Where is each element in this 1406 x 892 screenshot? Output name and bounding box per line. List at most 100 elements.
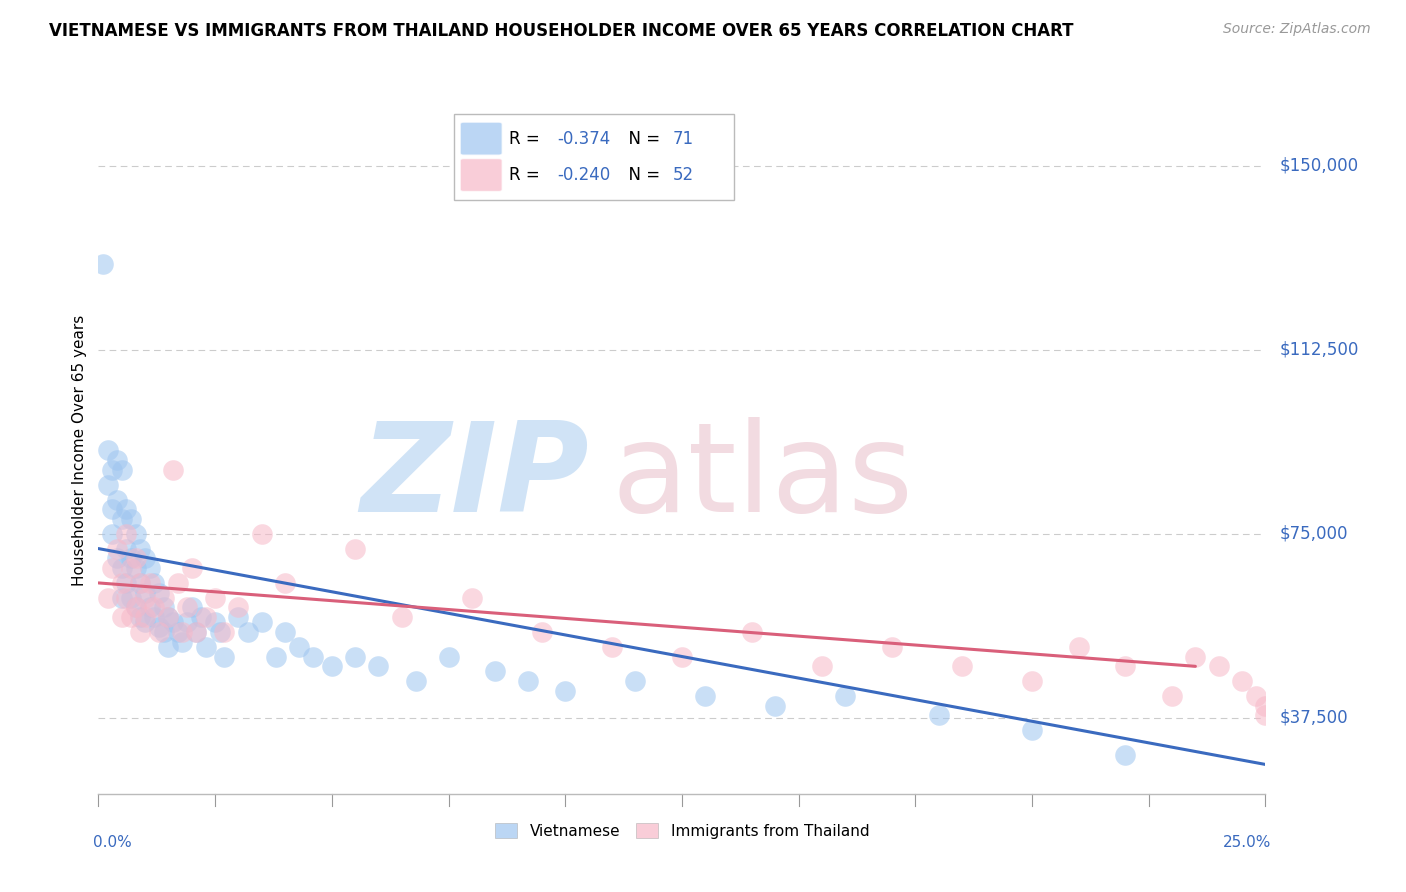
Point [204, 615, 226, 630]
Point [671, 649, 693, 664]
Point [134, 586, 156, 600]
Point [880, 640, 903, 654]
Text: atlas: atlas [612, 417, 914, 539]
Point [288, 640, 311, 654]
FancyBboxPatch shape [460, 122, 502, 155]
Text: R =: R = [509, 129, 546, 148]
Point [129, 541, 152, 556]
Point [208, 624, 231, 639]
Point [97, 443, 120, 458]
Point [120, 512, 142, 526]
Point [111, 576, 134, 591]
Point [274, 576, 297, 591]
Text: 0.0%: 0.0% [93, 835, 131, 850]
Point [250, 615, 273, 630]
Point [129, 576, 152, 591]
Point [134, 615, 156, 630]
Point [264, 649, 287, 664]
Point [115, 502, 138, 516]
Point [186, 624, 208, 639]
Point [148, 624, 170, 639]
Text: N =: N = [617, 166, 665, 184]
Point [157, 610, 180, 624]
Point [186, 624, 208, 639]
Point [105, 492, 128, 507]
Point [1067, 640, 1090, 654]
Point [139, 576, 162, 591]
Point [129, 576, 152, 591]
Point [176, 600, 198, 615]
Point [148, 586, 170, 600]
Point [91, 257, 114, 271]
Point [125, 600, 148, 615]
Point [101, 463, 124, 477]
Text: ZIP: ZIP [360, 417, 589, 539]
Point [125, 526, 148, 541]
Text: 25.0%: 25.0% [1223, 835, 1271, 850]
Point [125, 600, 148, 615]
Point [928, 708, 950, 723]
Point [624, 674, 647, 689]
Point [166, 576, 188, 591]
Point [120, 610, 142, 624]
Y-axis label: Householder Income Over 65 years: Householder Income Over 65 years [72, 315, 87, 586]
Point [405, 674, 427, 689]
Point [204, 591, 226, 605]
Point [115, 541, 138, 556]
Point [134, 551, 156, 566]
Point [143, 576, 166, 591]
Point [391, 610, 413, 624]
Point [600, 640, 623, 654]
Point [194, 640, 217, 654]
Point [105, 551, 128, 566]
Point [530, 624, 553, 639]
Point [190, 610, 212, 624]
Text: R =: R = [509, 166, 546, 184]
Point [1208, 659, 1230, 673]
Text: N =: N = [617, 129, 665, 148]
Point [172, 635, 194, 649]
Point [228, 610, 250, 624]
Point [741, 624, 763, 639]
Point [1254, 708, 1277, 723]
Point [115, 526, 138, 541]
Point [516, 674, 538, 689]
Point [344, 541, 367, 556]
Point [134, 610, 156, 624]
Point [180, 600, 202, 615]
Point [111, 610, 134, 624]
Point [228, 600, 250, 615]
Point [484, 664, 506, 679]
Point [344, 649, 367, 664]
Point [101, 502, 124, 516]
Point [321, 659, 343, 673]
Point [302, 649, 325, 664]
Point [1184, 649, 1206, 664]
Point [1021, 674, 1043, 689]
Point [129, 610, 152, 624]
Point [143, 610, 166, 624]
Point [162, 615, 184, 630]
Text: $112,500: $112,500 [1279, 341, 1358, 359]
Point [214, 624, 236, 639]
Point [115, 576, 138, 591]
Point [134, 591, 156, 605]
Point [461, 591, 484, 605]
Point [950, 659, 973, 673]
Text: $150,000: $150,000 [1279, 157, 1358, 175]
Text: $37,500: $37,500 [1279, 709, 1348, 727]
Point [274, 624, 297, 639]
Point [111, 512, 134, 526]
Point [1254, 698, 1277, 713]
Point [105, 453, 128, 467]
Point [695, 689, 717, 703]
Point [214, 649, 236, 664]
Point [763, 698, 786, 713]
Point [101, 561, 124, 575]
Point [1244, 689, 1267, 703]
Point [97, 591, 120, 605]
Point [129, 624, 152, 639]
Point [105, 541, 128, 556]
Point [437, 649, 460, 664]
Legend: Vietnamese, Immigrants from Thailand: Vietnamese, Immigrants from Thailand [488, 816, 876, 845]
